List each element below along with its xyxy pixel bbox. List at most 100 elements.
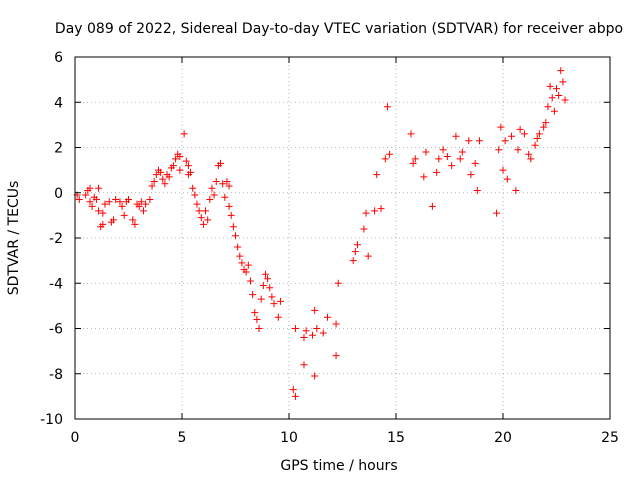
data-point bbox=[411, 155, 419, 163]
data-point bbox=[428, 202, 436, 210]
data-point bbox=[475, 137, 483, 145]
data-point bbox=[193, 200, 201, 208]
data-points bbox=[73, 67, 569, 400]
data-point bbox=[112, 196, 120, 204]
data-point bbox=[204, 216, 212, 224]
data-point bbox=[217, 159, 225, 167]
data-point bbox=[332, 320, 340, 328]
data-point bbox=[373, 171, 381, 179]
data-point bbox=[371, 207, 379, 215]
data-point bbox=[499, 166, 507, 174]
data-point bbox=[516, 125, 524, 133]
data-point bbox=[208, 184, 216, 192]
data-point bbox=[118, 202, 126, 210]
data-point bbox=[146, 196, 154, 204]
data-point bbox=[242, 268, 250, 276]
data-point bbox=[540, 123, 548, 131]
y-tick-label: -10 bbox=[40, 412, 63, 428]
data-point bbox=[165, 173, 173, 181]
data-point bbox=[527, 155, 535, 163]
data-point bbox=[139, 207, 147, 215]
data-point bbox=[555, 91, 563, 99]
data-point bbox=[125, 196, 132, 204]
data-point bbox=[191, 191, 199, 199]
data-point bbox=[148, 182, 156, 190]
data-point bbox=[212, 177, 220, 185]
data-point bbox=[495, 146, 503, 154]
data-point bbox=[311, 306, 319, 314]
data-point bbox=[360, 225, 368, 233]
data-point bbox=[172, 155, 180, 163]
data-point bbox=[195, 207, 203, 215]
data-point bbox=[467, 171, 475, 179]
data-point bbox=[420, 173, 428, 181]
y-axis-label: SDTVAR / TECUs bbox=[6, 181, 22, 296]
data-point bbox=[197, 214, 205, 222]
data-point bbox=[75, 196, 83, 204]
data-point bbox=[257, 295, 265, 303]
y-tick-label: 0 bbox=[54, 186, 63, 202]
y-tick-label: -2 bbox=[49, 231, 63, 247]
data-point bbox=[95, 207, 103, 215]
data-point bbox=[458, 148, 466, 156]
data-point bbox=[199, 220, 207, 228]
data-point bbox=[525, 150, 533, 158]
data-point bbox=[351, 248, 359, 256]
x-tick-label: 15 bbox=[387, 430, 405, 446]
y-tick-label: 6 bbox=[54, 50, 63, 66]
y-tick-label: -8 bbox=[49, 367, 63, 383]
data-point bbox=[364, 252, 372, 260]
data-point bbox=[182, 157, 190, 165]
data-point bbox=[244, 261, 252, 269]
data-point bbox=[386, 150, 394, 158]
data-point bbox=[223, 177, 231, 185]
data-point bbox=[92, 196, 100, 204]
data-point bbox=[82, 191, 90, 199]
x-axis-label: GPS time / hours bbox=[280, 458, 397, 474]
data-point bbox=[349, 257, 357, 265]
data-point bbox=[253, 315, 261, 323]
data-point bbox=[137, 198, 145, 206]
data-point bbox=[433, 168, 441, 176]
data-point bbox=[135, 202, 143, 210]
data-point bbox=[561, 96, 569, 104]
data-point bbox=[238, 259, 246, 267]
data-point bbox=[152, 171, 160, 179]
data-point bbox=[210, 191, 218, 199]
data-point bbox=[497, 123, 505, 131]
data-point bbox=[377, 205, 385, 213]
data-point bbox=[291, 392, 299, 400]
data-point bbox=[407, 130, 415, 138]
data-point bbox=[255, 325, 263, 332]
data-point bbox=[95, 184, 103, 192]
data-point bbox=[180, 130, 188, 138]
data-point bbox=[383, 103, 391, 111]
data-point bbox=[99, 220, 107, 228]
data-point bbox=[548, 94, 556, 102]
data-point bbox=[508, 132, 516, 140]
y-tick-label: -4 bbox=[49, 276, 63, 292]
x-tick-label: 0 bbox=[71, 430, 80, 446]
x-tick-label: 10 bbox=[280, 430, 298, 446]
grid bbox=[75, 57, 610, 419]
data-point bbox=[219, 180, 227, 188]
data-point bbox=[176, 153, 184, 161]
data-point bbox=[116, 198, 124, 206]
x-tick-label: 25 bbox=[601, 430, 619, 446]
data-point bbox=[105, 198, 113, 206]
data-point bbox=[157, 168, 165, 176]
data-point bbox=[535, 130, 543, 138]
y-tick-label: 4 bbox=[54, 95, 63, 111]
data-point bbox=[435, 155, 443, 163]
data-point bbox=[300, 334, 308, 342]
data-point bbox=[439, 146, 447, 154]
data-point bbox=[471, 159, 479, 167]
data-point bbox=[189, 184, 197, 192]
data-point bbox=[161, 180, 169, 188]
axis-ticks: 0 5 10 15 20 25 -10 -8 -6 -4 -2 0 2 4 6 bbox=[40, 50, 619, 446]
data-point bbox=[512, 186, 520, 194]
y-tick-label: 2 bbox=[54, 141, 63, 157]
data-point bbox=[311, 372, 319, 380]
data-point bbox=[473, 186, 481, 194]
